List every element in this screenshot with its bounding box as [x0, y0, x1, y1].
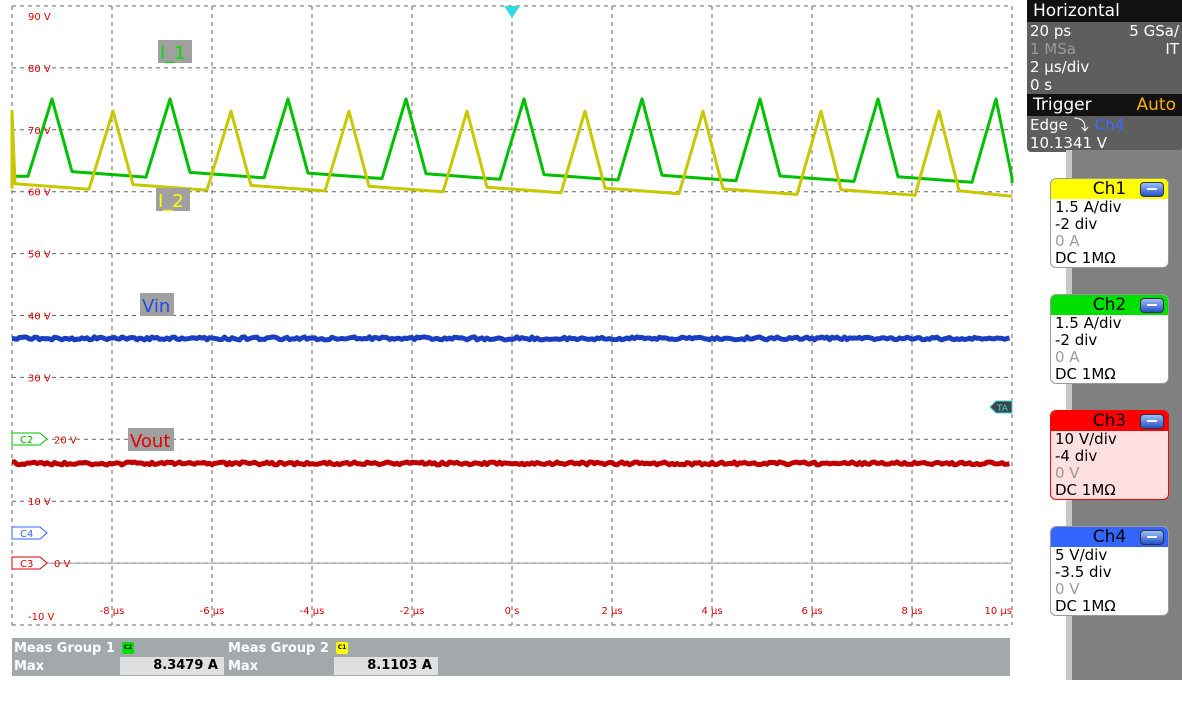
x-tick-label: -8 µs [100, 606, 125, 617]
x-tick-label: 4 µs [701, 606, 722, 617]
trigger-mode: Auto [1137, 95, 1176, 115]
x-tick-label: 8 µs [901, 606, 922, 617]
meas-1-value: 8.3479 A [120, 657, 224, 675]
channel-offset: -3.5 div [1051, 564, 1168, 581]
x-tick-label: -4 µs [300, 606, 325, 617]
channel-title: Ch3 [1093, 411, 1126, 431]
channel-coupling: DC 1MΩ [1051, 482, 1168, 499]
trigger-title: Trigger [1033, 95, 1092, 115]
waveform-display[interactable]: 90 V80 V70 V60 V50 V40 V30 V20 V10 V0 V-… [0, 0, 1020, 632]
falling-edge-icon: ⤵ [1074, 116, 1089, 134]
meas-group-1-badge: C2 [122, 642, 134, 654]
channel-scale: 10 V/div [1051, 431, 1168, 448]
ch3-offset-marker-label: C3 [20, 559, 33, 570]
meas-group-1-title: Meas Group 1 [14, 641, 115, 656]
x-tick-label: 6 µs [801, 606, 822, 617]
x-tick-label: -2 µs [400, 606, 425, 617]
y-tick-label: 0 V [54, 559, 71, 570]
channel-offset: -2 div [1051, 216, 1168, 233]
channel-title: Ch2 [1093, 295, 1126, 315]
meas-group-2-badge: C1 [336, 642, 348, 654]
horizontal-panel[interactable]: Horizontal 20 ps 5 GSa/ 1 MSa IT 2 µs/div … [1027, 0, 1182, 152]
y-tick-label: 50 V [28, 250, 51, 261]
channel-box-ch3[interactable]: Ch3 10 V/div -4 div 0 V DC 1MΩ [1050, 410, 1169, 500]
trace-vin [12, 337, 1010, 340]
channel-box-ch4[interactable]: Ch4 5 V/div -3.5 div 0 V DC 1MΩ [1050, 526, 1169, 616]
y-tick-label: 80 V [28, 64, 51, 75]
minimize-icon[interactable] [1140, 414, 1164, 429]
y-tick-label: 20 V [54, 435, 77, 446]
channel-coupling: DC 1MΩ [1051, 250, 1168, 267]
channel-position: 0 V [1051, 581, 1168, 598]
trace-vout [12, 462, 1010, 465]
x-tick-label: 2 µs [601, 606, 622, 617]
trigger-type: Edge [1030, 116, 1068, 134]
record-length: 1 MSa [1030, 40, 1076, 58]
trace-label: Vin [142, 296, 170, 317]
meas-2-value: 8.1103 A [334, 657, 438, 675]
channel-position: 0 A [1051, 349, 1168, 366]
x-tick-label: 0 s [505, 606, 520, 617]
measurement-bar[interactable]: Meas Group 1 C2 Max 8.3479 A Meas Group … [12, 638, 1010, 676]
trigger-position-marker [504, 6, 520, 18]
channel-title: Ch1 [1093, 179, 1126, 199]
channel-box-ch1[interactable]: Ch1 1.5 A/div -2 div 0 A DC 1MΩ [1050, 178, 1169, 268]
time-position: 0 s [1030, 76, 1052, 94]
minimize-icon[interactable] [1140, 182, 1164, 197]
x-tick-label: 10 µs [985, 606, 1012, 617]
meas-1-stat: Max [14, 659, 44, 674]
y-tick-label: 90 V [28, 12, 51, 23]
meas-2-stat: Max [228, 659, 258, 674]
acq-mode: IT [1165, 40, 1179, 58]
channel-offset: -2 div [1051, 332, 1168, 349]
channel-coupling: DC 1MΩ [1051, 598, 1168, 615]
y-tick-label: -10 V [28, 612, 55, 623]
channel-scale: 1.5 A/div [1051, 199, 1168, 216]
sample-rate: 5 GSa/ [1129, 22, 1179, 40]
ch2-offset-marker-label: C2 [20, 435, 33, 446]
channel-position: 0 A [1051, 233, 1168, 250]
resolution: 20 ps [1030, 22, 1071, 40]
meas-group-2-title: Meas Group 2 [228, 641, 329, 656]
minimize-icon[interactable] [1140, 298, 1164, 313]
trigger-level-label: TA [996, 404, 1009, 414]
trigger-source: Ch4 [1095, 116, 1125, 134]
ch4-offset-marker-label: C4 [20, 529, 33, 540]
channel-offset: -4 div [1051, 448, 1168, 465]
y-tick-label: 40 V [28, 312, 51, 323]
y-tick-label: 10 V [28, 497, 51, 508]
y-tick-label: 60 V [28, 188, 51, 199]
trace-label: Vout [130, 431, 170, 452]
minimize-icon[interactable] [1140, 530, 1164, 545]
channel-title: Ch4 [1093, 527, 1126, 547]
trace-label: I_1 [160, 43, 186, 64]
channel-box-ch2[interactable]: Ch2 1.5 A/div -2 div 0 A DC 1MΩ [1050, 294, 1169, 384]
trace-label: I_2 [158, 191, 184, 212]
channel-scale: 5 V/div [1051, 547, 1168, 564]
y-tick-label: 30 V [28, 373, 51, 384]
time-scale: 2 µs/div [1030, 58, 1089, 76]
channel-position: 0 V [1051, 465, 1168, 482]
horizontal-title: Horizontal [1033, 1, 1120, 21]
channel-scale: 1.5 A/div [1051, 315, 1168, 332]
channel-coupling: DC 1MΩ [1051, 366, 1168, 383]
x-tick-label: -6 µs [200, 606, 225, 617]
